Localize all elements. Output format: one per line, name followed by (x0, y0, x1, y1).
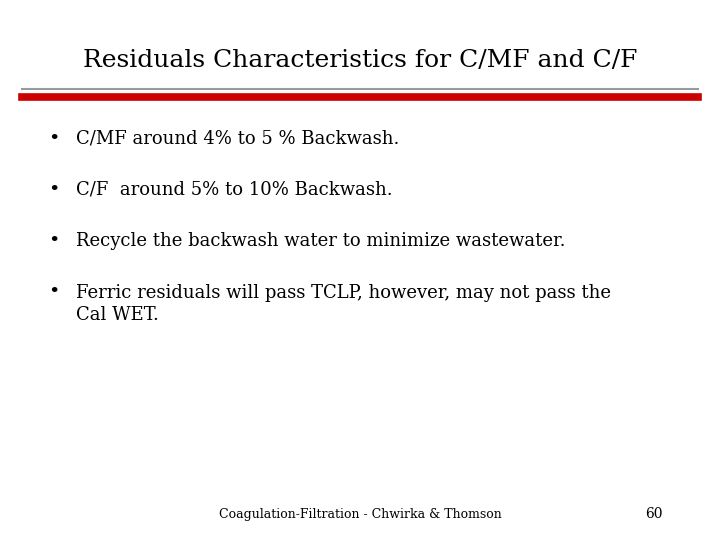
Text: 60: 60 (645, 507, 662, 521)
Text: •: • (48, 130, 60, 147)
Text: •: • (48, 181, 60, 199)
Text: Coagulation-Filtration - Chwirka & Thomson: Coagulation-Filtration - Chwirka & Thoms… (219, 508, 501, 521)
Text: C/F  around 5% to 10% Backwash.: C/F around 5% to 10% Backwash. (76, 181, 392, 199)
Text: Recycle the backwash water to minimize wastewater.: Recycle the backwash water to minimize w… (76, 232, 565, 250)
Text: •: • (48, 232, 60, 250)
Text: Residuals Characteristics for C/MF and C/F: Residuals Characteristics for C/MF and C… (83, 49, 637, 72)
Text: C/MF around 4% to 5 % Backwash.: C/MF around 4% to 5 % Backwash. (76, 130, 399, 147)
Text: •: • (48, 284, 60, 301)
Text: Ferric residuals will pass TCLP, however, may not pass the
Cal WET.: Ferric residuals will pass TCLP, however… (76, 284, 611, 323)
